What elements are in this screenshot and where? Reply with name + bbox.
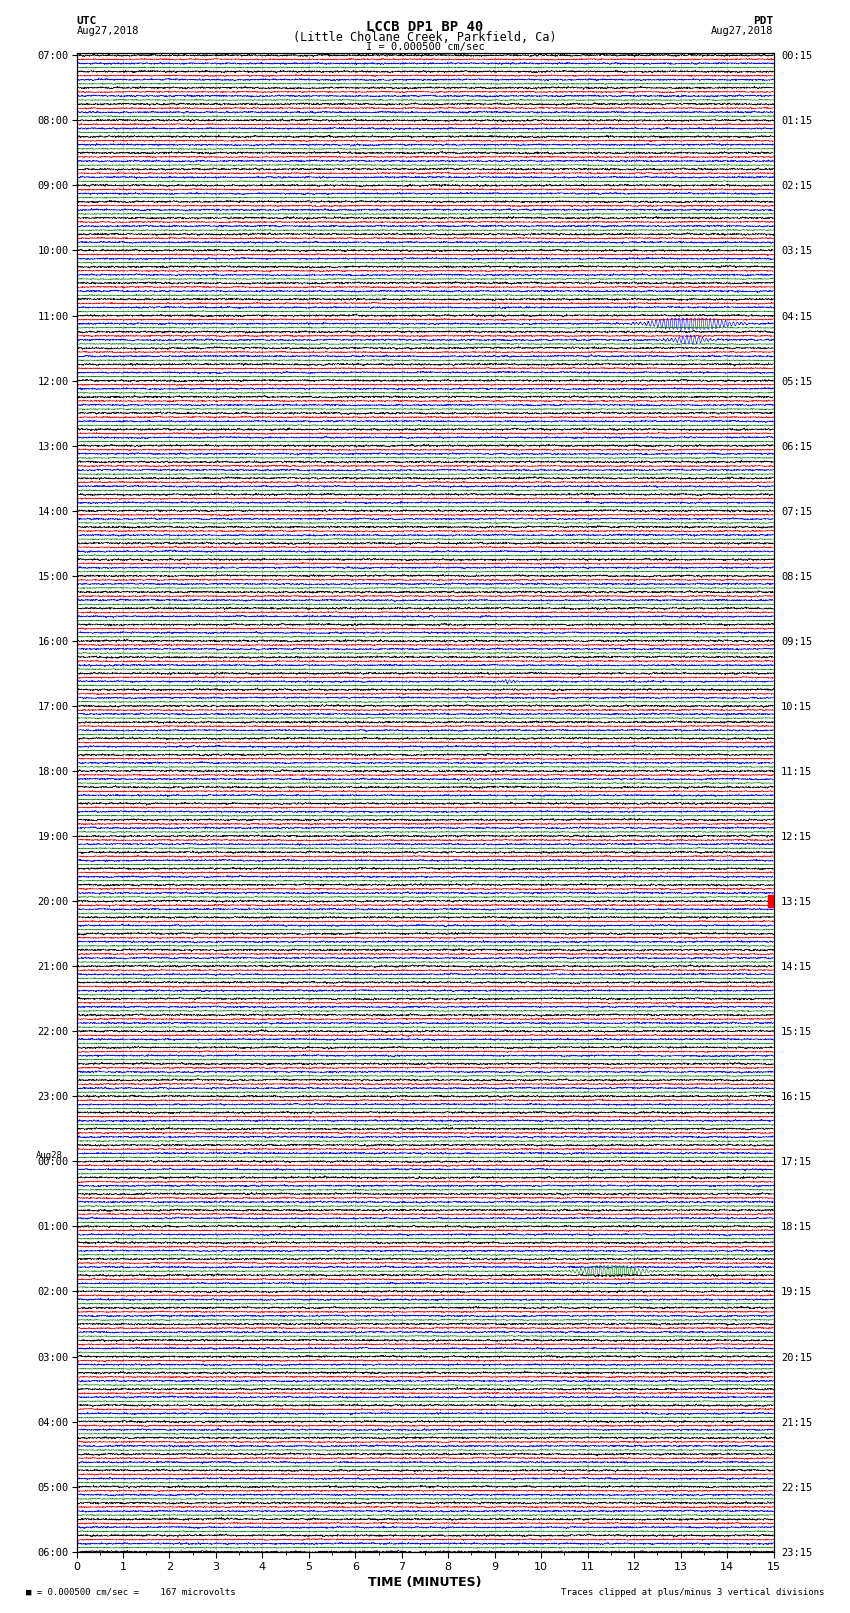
Text: I = 0.000500 cm/sec: I = 0.000500 cm/sec	[366, 42, 484, 52]
Text: UTC: UTC	[76, 16, 97, 26]
Text: (Little Cholane Creek, Parkfield, Ca): (Little Cholane Creek, Parkfield, Ca)	[293, 31, 557, 44]
Text: Aug27,2018: Aug27,2018	[76, 26, 139, 35]
Text: Aug27,2018: Aug27,2018	[711, 26, 774, 35]
Text: ■ = 0.000500 cm/sec =    167 microvolts: ■ = 0.000500 cm/sec = 167 microvolts	[26, 1587, 235, 1597]
X-axis label: TIME (MINUTES): TIME (MINUTES)	[368, 1576, 482, 1589]
Text: LCCB DP1 BP 40: LCCB DP1 BP 40	[366, 19, 484, 34]
Text: Traces clipped at plus/minus 3 vertical divisions: Traces clipped at plus/minus 3 vertical …	[561, 1587, 824, 1597]
Text: PDT: PDT	[753, 16, 774, 26]
Text: Aug28: Aug28	[36, 1152, 63, 1160]
